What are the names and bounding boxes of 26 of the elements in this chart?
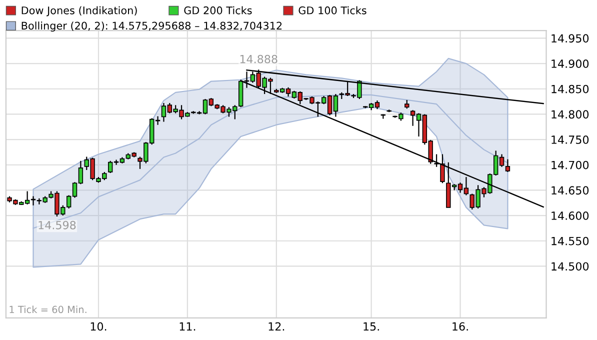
- y-tick-label: 14.500: [552, 262, 589, 271]
- y-tick-label: 14.850: [552, 84, 589, 94]
- y-tick-label: 14.900: [552, 60, 589, 68]
- y-tick-label: 14.700: [552, 160, 589, 170]
- y-tick-label: 14.950: [552, 34, 589, 43]
- annotation: 1 Tick = 60 Min.: [10, 306, 86, 314]
- x-tick-label: 12.: [268, 322, 284, 331]
- y-tick-label: 14.800: [552, 110, 589, 119]
- y-tick-label: 14.750: [552, 136, 589, 144]
- y-tick-label: 14.650: [552, 186, 589, 195]
- x-tick-label: 15.: [364, 322, 379, 331]
- x-tick-label: 11.: [180, 322, 196, 331]
- y-tick-label: 14.600: [552, 212, 589, 220]
- annotation: 14.888: [240, 54, 278, 64]
- legend-label: GD 200 Ticks: [184, 6, 252, 14]
- legend-label: Dow Jones (Indikation): [22, 6, 137, 16]
- y-tick-label: 14.550: [552, 236, 589, 246]
- legend-label: GD 100 Ticks: [298, 6, 366, 14]
- x-tick-label: 10.: [90, 322, 106, 331]
- x-tick-label: 16.: [452, 322, 468, 331]
- legend-label: Bollinger (20, 2): 14.575,295688 – 14.832,704312: [22, 22, 282, 32]
- line-series: [32, 94, 508, 229]
- candlestick: [434, 154, 439, 168]
- candlestick: [440, 154, 445, 184]
- annotation: 14.598: [38, 220, 76, 230]
- candlestick: [505, 158, 510, 173]
